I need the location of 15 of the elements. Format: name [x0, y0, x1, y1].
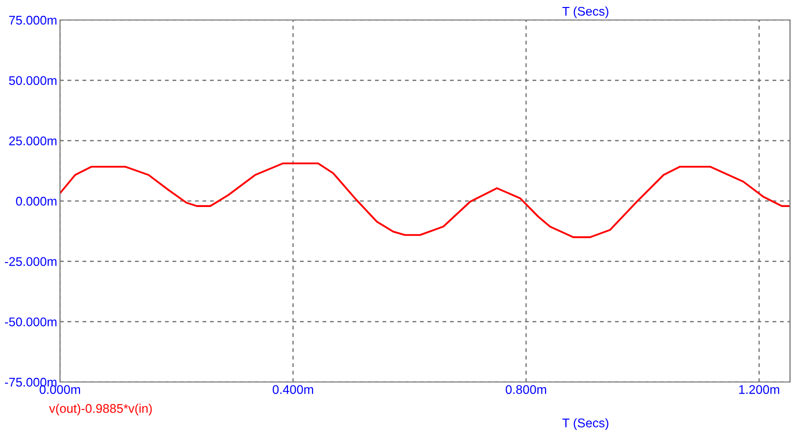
x-tick-label: 0.800m: [506, 385, 546, 394]
y-tick-label: -50.000m: [4, 317, 56, 326]
x-tick-label: 0.400m: [272, 385, 314, 394]
line-series: [60, 162, 790, 238]
text: v(out)-0.9885*v(in): [49, 404, 152, 416]
y-tick-label: -25.000m: [4, 257, 56, 266]
y-tick-label: 0.000m: [16, 196, 56, 206]
x-axis-title: T (Secs): [562, 418, 608, 430]
y-tick-label: 50.000m: [9, 76, 56, 85]
y-tick-label: 75.000m: [9, 16, 56, 25]
y-tick-label: 25.000m: [9, 136, 56, 146]
y-tick-label: -75.000m: [4, 378, 56, 387]
x2-axis-title: T (Secs): [562, 6, 608, 18]
x-tick-label: 1.200m: [739, 385, 780, 394]
x-tick-label: 0.000m: [40, 385, 80, 394]
